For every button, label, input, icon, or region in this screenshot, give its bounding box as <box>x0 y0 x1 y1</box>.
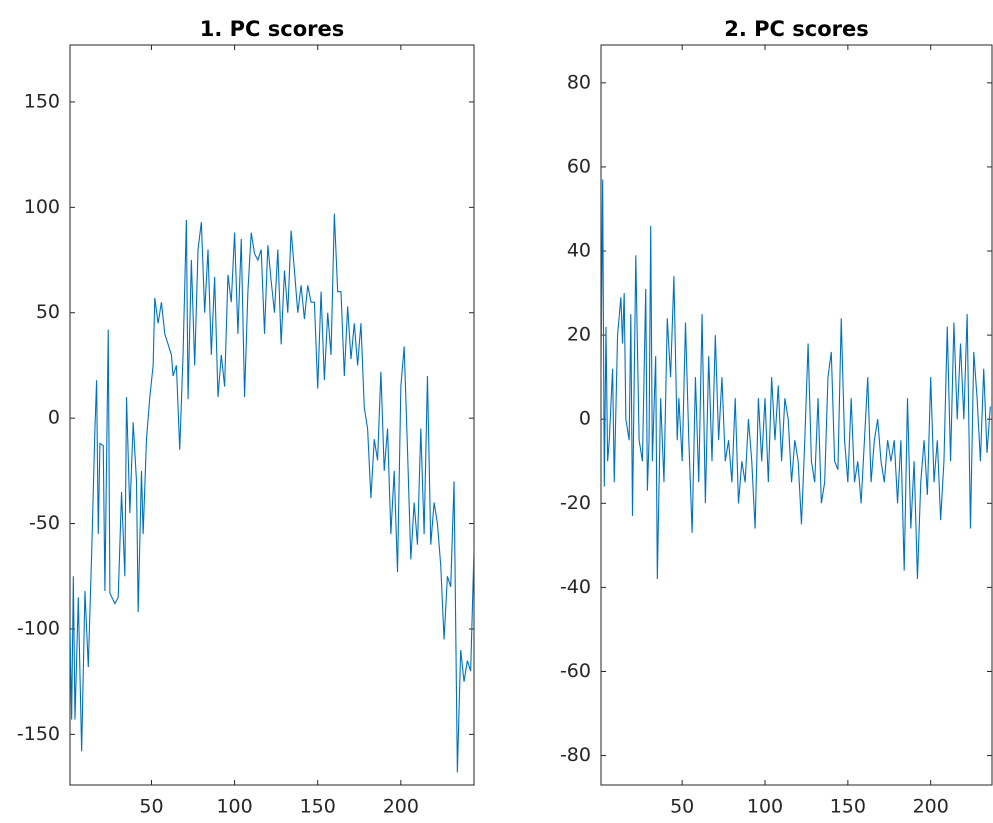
axes-box <box>600 44 993 786</box>
x-tick-label: 200 <box>913 796 949 818</box>
y-tick-label: 150 <box>24 90 60 112</box>
x-tick-label: 100 <box>747 796 783 818</box>
chart-title: 1. PC scores <box>200 17 345 41</box>
x-tick-label: 50 <box>139 796 163 818</box>
data-line <box>70 213 474 773</box>
y-tick-label: 20 <box>567 324 591 346</box>
y-tick-label: 80 <box>567 71 591 93</box>
data-line <box>601 179 991 579</box>
y-tick-label: -20 <box>560 492 591 514</box>
y-tick-label: -80 <box>560 744 591 766</box>
chart-title: 2. PC scores <box>724 17 869 41</box>
y-tick-label: 40 <box>567 240 591 262</box>
y-tick-label: -40 <box>560 576 591 598</box>
subplot: 1. PC scores 50 100 150 200 -150 -100 -50 0 50 100… <box>17 17 475 818</box>
x-tick-label: 200 <box>383 796 419 818</box>
y-tick-label: 0 <box>48 407 60 429</box>
x-tick-label: 50 <box>670 796 694 818</box>
y-tick-label: -50 <box>29 512 60 534</box>
y-tick-label: 50 <box>36 301 60 323</box>
y-tick-label: -150 <box>17 723 60 745</box>
x-tick-label: 150 <box>300 796 336 818</box>
subplot: 2. PC scores 50 100 150 200 -80 -60 -40 -20 0 20 40… <box>560 17 993 818</box>
x-tick-label: 150 <box>830 796 866 818</box>
y-tick-label: -100 <box>17 617 60 639</box>
y-tick-label: 0 <box>579 408 591 430</box>
y-tick-label: -60 <box>560 660 591 682</box>
y-tick-label: 60 <box>567 155 591 177</box>
y-tick-label: 100 <box>24 196 60 218</box>
x-tick-label: 100 <box>216 796 252 818</box>
axes-box <box>69 44 475 786</box>
